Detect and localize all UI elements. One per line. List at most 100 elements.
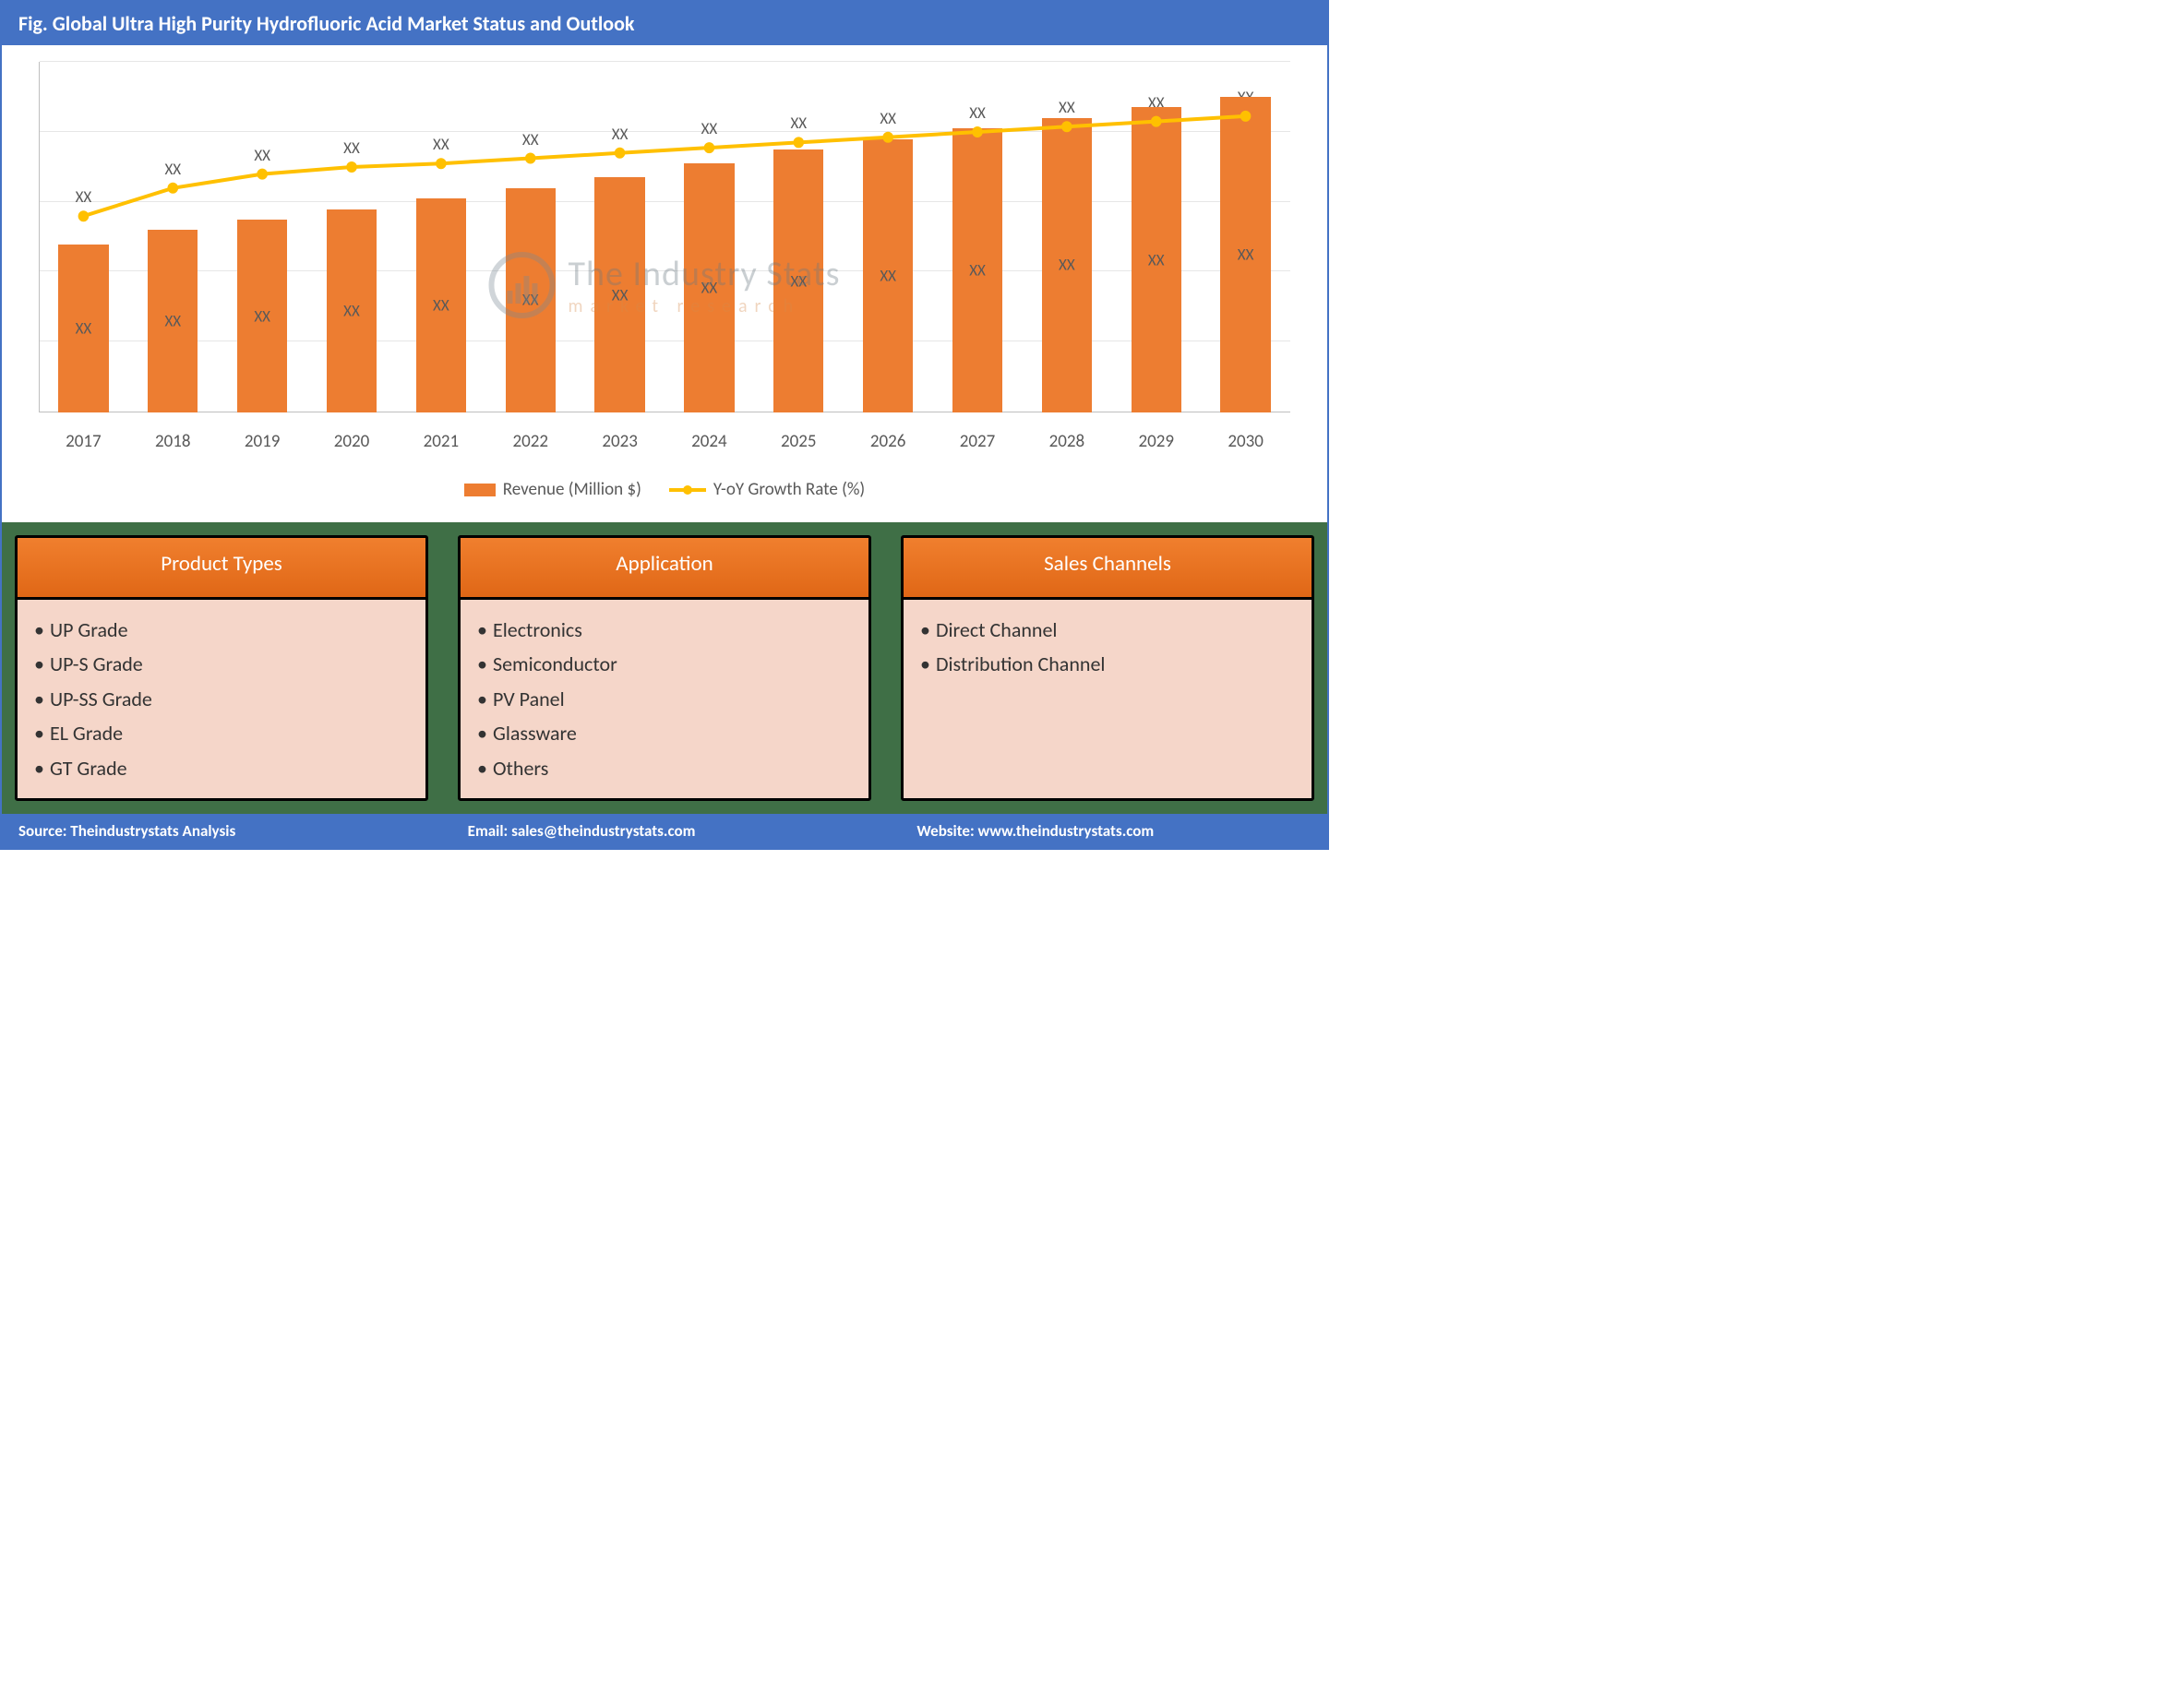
bar-series: XXXXXXXXXXXXXXXXXXXXXXXXXXXXXXXXXXXXXXXX…	[39, 62, 1290, 412]
bar-value-label: XX	[1148, 250, 1165, 269]
x-tick: 2028	[1022, 422, 1111, 468]
line-point-label: XX	[933, 103, 1023, 123]
bar: XX	[237, 220, 287, 412]
category-body: Direct ChannelDistribution Channel	[904, 600, 1312, 798]
category-item: UP-S Grade	[34, 647, 409, 681]
category-body: ElectronicsSemiconductorPV PanelGlasswar…	[461, 600, 868, 798]
bar-slot: XX XX	[396, 62, 485, 412]
bar-value-label: XX	[1059, 256, 1075, 275]
category-item: Others	[477, 751, 852, 785]
bar-slot: XX XX	[933, 62, 1023, 412]
category-item: GT Grade	[34, 751, 409, 785]
bar-value-label: XX	[254, 306, 270, 326]
footer-website: Website: www.theindustrystats.com	[861, 821, 1311, 841]
bar-slot: XX XX	[575, 62, 665, 412]
bar: XX	[148, 230, 198, 412]
categories-strip: Product TypesUP GradeUP-S GradeUP-SS Gra…	[2, 522, 1327, 814]
line-point-label: XX	[485, 130, 575, 149]
x-tick: 2026	[844, 422, 933, 468]
x-tick: 2029	[1111, 422, 1201, 468]
legend-item: Revenue (Million $)	[464, 479, 641, 500]
bar: XX	[327, 209, 377, 412]
bar-slot: XX XX	[485, 62, 575, 412]
bar: XX	[506, 188, 556, 412]
x-tick: 2023	[575, 422, 665, 468]
x-tick: 2030	[1201, 422, 1290, 468]
bar-value-label: XX	[701, 279, 718, 298]
bar: XX	[684, 163, 734, 412]
bar-slot: XX XX	[307, 62, 397, 412]
category-item: Distribution Channel	[920, 647, 1295, 681]
category-header: Product Types	[18, 538, 425, 600]
legend-item: Y-oY Growth Rate (%)	[669, 479, 865, 500]
bar-value-label: XX	[164, 312, 181, 331]
legend-swatch-bar	[464, 484, 496, 496]
category-item: UP-SS Grade	[34, 682, 409, 716]
x-tick: 2018	[128, 422, 218, 468]
category-item: Electronics	[477, 613, 852, 647]
figure-title: Fig. Global Ultra High Purity Hydrofluor…	[2, 2, 1327, 45]
category-header: Application	[461, 538, 868, 600]
bar-slot: XX XX	[754, 62, 844, 412]
bar-slot: XXXX	[1111, 62, 1201, 412]
bar: XX	[58, 245, 108, 412]
legend: Revenue (Million $) Y-oY Growth Rate (%)	[30, 468, 1300, 513]
line-point-label: XX	[665, 119, 754, 138]
bar: XX	[952, 128, 1002, 412]
bar-value-label: XX	[433, 296, 449, 316]
x-tick: 2027	[933, 422, 1023, 468]
bar-value-label: XX	[880, 266, 896, 285]
category-box: Product TypesUP GradeUP-S GradeUP-SS Gra…	[15, 535, 428, 801]
x-tick: 2019	[218, 422, 307, 468]
line-point-label: XX	[218, 146, 307, 165]
category-item: Glassware	[477, 716, 852, 750]
x-tick: 2024	[665, 422, 754, 468]
bar-value-label: XX	[343, 301, 360, 320]
footer-email: Email: sales@theindustrystats.com	[413, 821, 862, 841]
bar-slot: XX XX	[665, 62, 754, 412]
category-item: PV Panel	[477, 682, 852, 716]
line-point-label: XX	[754, 113, 844, 133]
line-point-label: XX	[575, 125, 665, 144]
line-point-label: XX	[39, 187, 128, 207]
x-tick: 2020	[307, 422, 397, 468]
line-point-label: XX	[1022, 98, 1111, 117]
bar: XX	[1042, 118, 1092, 412]
bar-slot: XX XX	[39, 62, 128, 412]
bar-value-label: XX	[969, 261, 986, 281]
line-point-label: XX	[128, 160, 218, 179]
bar-slot: XX XX	[844, 62, 933, 412]
bar: XX	[773, 149, 823, 412]
x-tick: 2017	[39, 422, 128, 468]
bar-slot: XX XX	[218, 62, 307, 412]
x-axis: 2017201820192020202120222023202420252026…	[39, 422, 1290, 468]
bar-value-label: XX	[76, 318, 92, 338]
category-item: Semiconductor	[477, 647, 852, 681]
category-box: ApplicationElectronicsSemiconductorPV Pa…	[458, 535, 871, 801]
figure-container: Fig. Global Ultra High Purity Hydrofluor…	[0, 0, 1329, 850]
x-tick: 2025	[754, 422, 844, 468]
legend-swatch-line	[669, 484, 706, 496]
bar: XX	[416, 198, 466, 412]
bar-value-label: XX	[522, 291, 539, 310]
bar: XX	[863, 139, 913, 412]
bar-value-label: XX	[1238, 245, 1254, 265]
category-item: EL Grade	[34, 716, 409, 750]
bar-slot: XX XX	[1022, 62, 1111, 412]
footer-source: Source: Theindustrystats Analysis	[18, 821, 413, 841]
legend-label: Y-oY Growth Rate (%)	[713, 479, 865, 500]
category-header: Sales Channels	[904, 538, 1312, 600]
category-body: UP GradeUP-S GradeUP-SS GradeEL GradeGT …	[18, 600, 425, 798]
bar-value-label: XX	[612, 285, 629, 305]
line-point-label: XX	[844, 109, 933, 128]
line-point-label: XX	[396, 135, 485, 154]
x-tick: 2021	[396, 422, 485, 468]
bar: XX	[1132, 107, 1181, 412]
line-point-label: XX	[307, 138, 397, 158]
category-item: UP Grade	[34, 613, 409, 647]
plot-wrap: XXXXXXXXXXXXXXXXXXXXXXXXXXXXXXXXXXXXXXXX…	[39, 62, 1290, 468]
legend-label: Revenue (Million $)	[503, 479, 641, 500]
bar-slot: XXXX	[1201, 62, 1290, 412]
bar: XX	[594, 177, 644, 412]
category-item: Direct Channel	[920, 613, 1295, 647]
